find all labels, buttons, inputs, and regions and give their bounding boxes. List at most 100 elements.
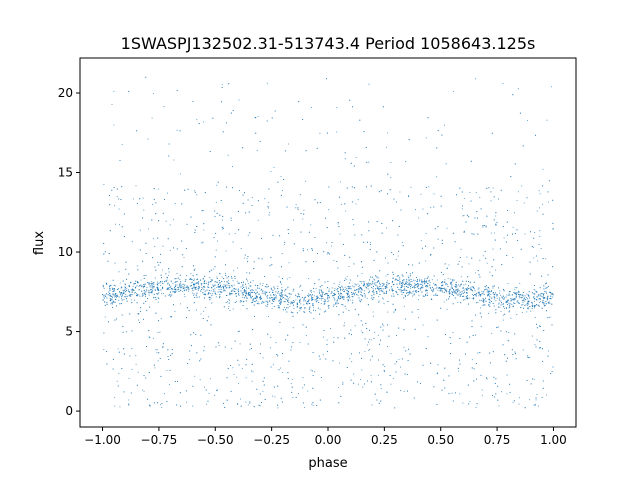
- scatter-point: [110, 295, 112, 297]
- scatter-point: [214, 256, 216, 258]
- scatter-point: [451, 287, 454, 290]
- scatter-point: [359, 301, 361, 303]
- scatter-point: [247, 280, 249, 282]
- scatter-point: [146, 287, 148, 289]
- scatter-point: [240, 405, 242, 407]
- scatter-point: [440, 195, 442, 197]
- scatter-point: [470, 288, 473, 290]
- scatter-point: [203, 282, 205, 284]
- scatter-point: [494, 292, 496, 294]
- scatter-point: [534, 304, 536, 307]
- scatter-point: [170, 280, 172, 282]
- scatter-point: [188, 309, 190, 311]
- scatter-point: [547, 355, 549, 357]
- scatter-point: [159, 282, 161, 284]
- scatter-point: [427, 276, 429, 278]
- scatter-point: [500, 310, 502, 312]
- scatter-point: [490, 293, 492, 295]
- scatter-point: [482, 291, 484, 293]
- scatter-point: [210, 324, 212, 326]
- scatter-point: [372, 289, 374, 291]
- scatter-point: [305, 180, 307, 182]
- scatter-point: [216, 277, 218, 280]
- scatter-point: [299, 194, 301, 196]
- scatter-point: [379, 293, 381, 295]
- scatter-point: [512, 94, 514, 96]
- scatter-point: [287, 378, 289, 380]
- scatter-point: [172, 247, 175, 249]
- scatter-point: [547, 301, 549, 303]
- scatter-point: [109, 300, 111, 302]
- scatter-point: [491, 266, 493, 268]
- scatter-point: [267, 285, 269, 287]
- scatter-point: [361, 294, 363, 296]
- scatter-point: [247, 261, 249, 263]
- scatter-point: [102, 284, 104, 287]
- scatter-point: [123, 391, 125, 393]
- scatter-point: [443, 301, 445, 303]
- scatter-point: [452, 280, 454, 282]
- scatter-point: [430, 207, 432, 209]
- scatter-point: [270, 336, 272, 338]
- scatter-point: [385, 290, 388, 292]
- scatter-point: [131, 330, 133, 332]
- scatter-point: [407, 359, 409, 362]
- scatter-point: [210, 269, 212, 271]
- scatter-point: [360, 282, 362, 284]
- scatter-point: [500, 189, 502, 191]
- scatter-point: [155, 312, 157, 314]
- scatter-point: [342, 288, 344, 290]
- scatter-point: [368, 83, 370, 85]
- scatter-point: [422, 295, 424, 297]
- scatter-point: [501, 391, 503, 393]
- scatter-point: [527, 355, 529, 357]
- scatter-point: [459, 291, 461, 293]
- scatter-point: [254, 284, 256, 286]
- scatter-point: [450, 290, 452, 293]
- scatter-point: [366, 297, 368, 299]
- scatter-point: [270, 366, 272, 368]
- scatter-point: [190, 334, 192, 336]
- scatter-point: [175, 278, 177, 280]
- scatter-point: [118, 291, 121, 293]
- scatter-point: [539, 230, 541, 232]
- scatter-point: [411, 311, 413, 313]
- scatter-point: [191, 292, 193, 294]
- scatter-point: [505, 241, 507, 243]
- scatter-point: [382, 291, 384, 293]
- scatter-point: [514, 302, 516, 305]
- scatter-point: [461, 291, 463, 293]
- scatter-point: [518, 292, 520, 294]
- scatter-point: [512, 401, 514, 403]
- scatter-point: [386, 281, 388, 284]
- scatter-point: [233, 270, 235, 272]
- scatter-point: [422, 324, 424, 326]
- scatter-point: [390, 286, 392, 288]
- scatter-point: [391, 251, 393, 254]
- scatter-point: [324, 281, 326, 283]
- scatter-point: [330, 293, 332, 295]
- scatter-point: [459, 256, 461, 259]
- scatter-point: [508, 307, 510, 309]
- scatter-point: [513, 292, 515, 294]
- scatter-point: [400, 289, 403, 291]
- scatter-point: [543, 293, 545, 295]
- scatter-point: [103, 348, 105, 351]
- chart-title: 1SWASPJ132502.31-513743.4 Period 1058643…: [121, 34, 536, 53]
- scatter-point: [148, 330, 150, 332]
- scatter-point: [241, 367, 243, 369]
- scatter-point: [387, 283, 389, 285]
- scatter-point: [121, 286, 123, 288]
- scatter-point: [505, 331, 508, 333]
- scatter-point: [540, 248, 542, 250]
- scatter-point: [193, 279, 195, 281]
- scatter-point: [331, 291, 333, 294]
- scatter-point: [271, 117, 273, 119]
- scatter-point: [429, 282, 431, 284]
- scatter-point: [197, 278, 199, 280]
- scatter-point: [426, 213, 428, 215]
- scatter-point: [146, 398, 149, 400]
- scatter-point: [372, 285, 375, 287]
- scatter-point: [225, 250, 227, 252]
- scatter-point: [370, 339, 372, 341]
